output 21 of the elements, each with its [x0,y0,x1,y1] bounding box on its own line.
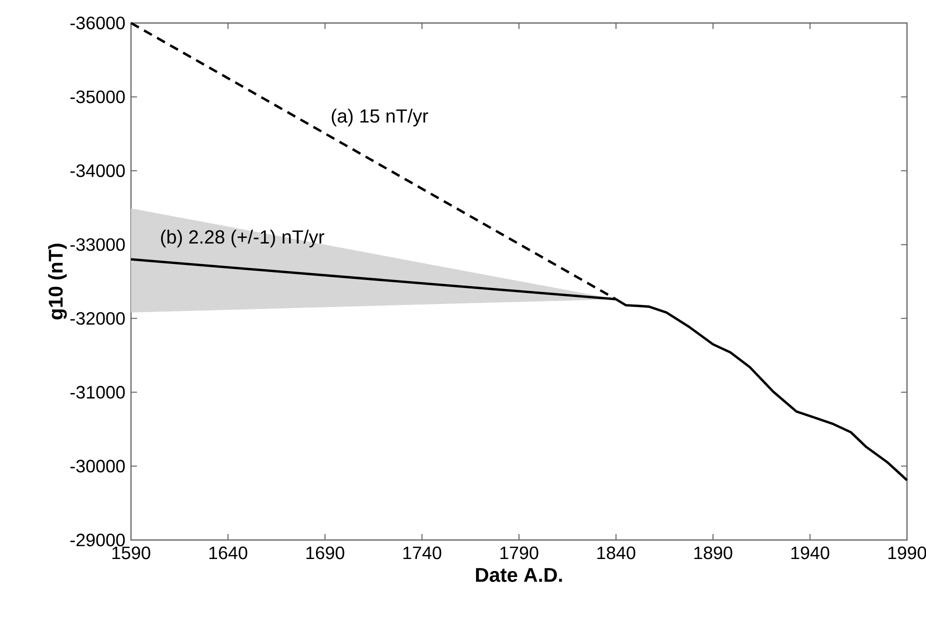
y-tick-label: -35000 [70,90,125,104]
x-tick-label: 1640 [209,546,248,560]
y-tick-label: -33000 [70,238,125,251]
x-tick-label: 1690 [306,546,344,560]
y-tick-label: -30000 [70,460,125,472]
x-tick-label: 1940 [791,546,830,560]
y-tick-label: -31000 [70,386,125,399]
y-axis-title: g10 (nT) [48,244,67,320]
y-tick-label: -32000 [70,312,125,325]
annotation: (b) 2.28 (+/-1) nT/yr [161,230,324,248]
x-tick-label: 1790 [500,546,538,560]
x-tick-label: 1990 [888,546,926,560]
x-tick-label: 1840 [597,546,636,560]
annotation: (a) 15 nT/yr [332,108,428,126]
y-tick-label: -29000 [70,534,125,546]
x-tick-label: 1740 [403,546,442,560]
y-tick-label: -34000 [70,164,125,178]
y-tick-label: -36000 [70,16,125,30]
x-axis-title: Date A.D. [476,568,562,582]
x-tick-label: 1890 [694,546,732,560]
x-tick-label: 1590 [112,546,150,560]
